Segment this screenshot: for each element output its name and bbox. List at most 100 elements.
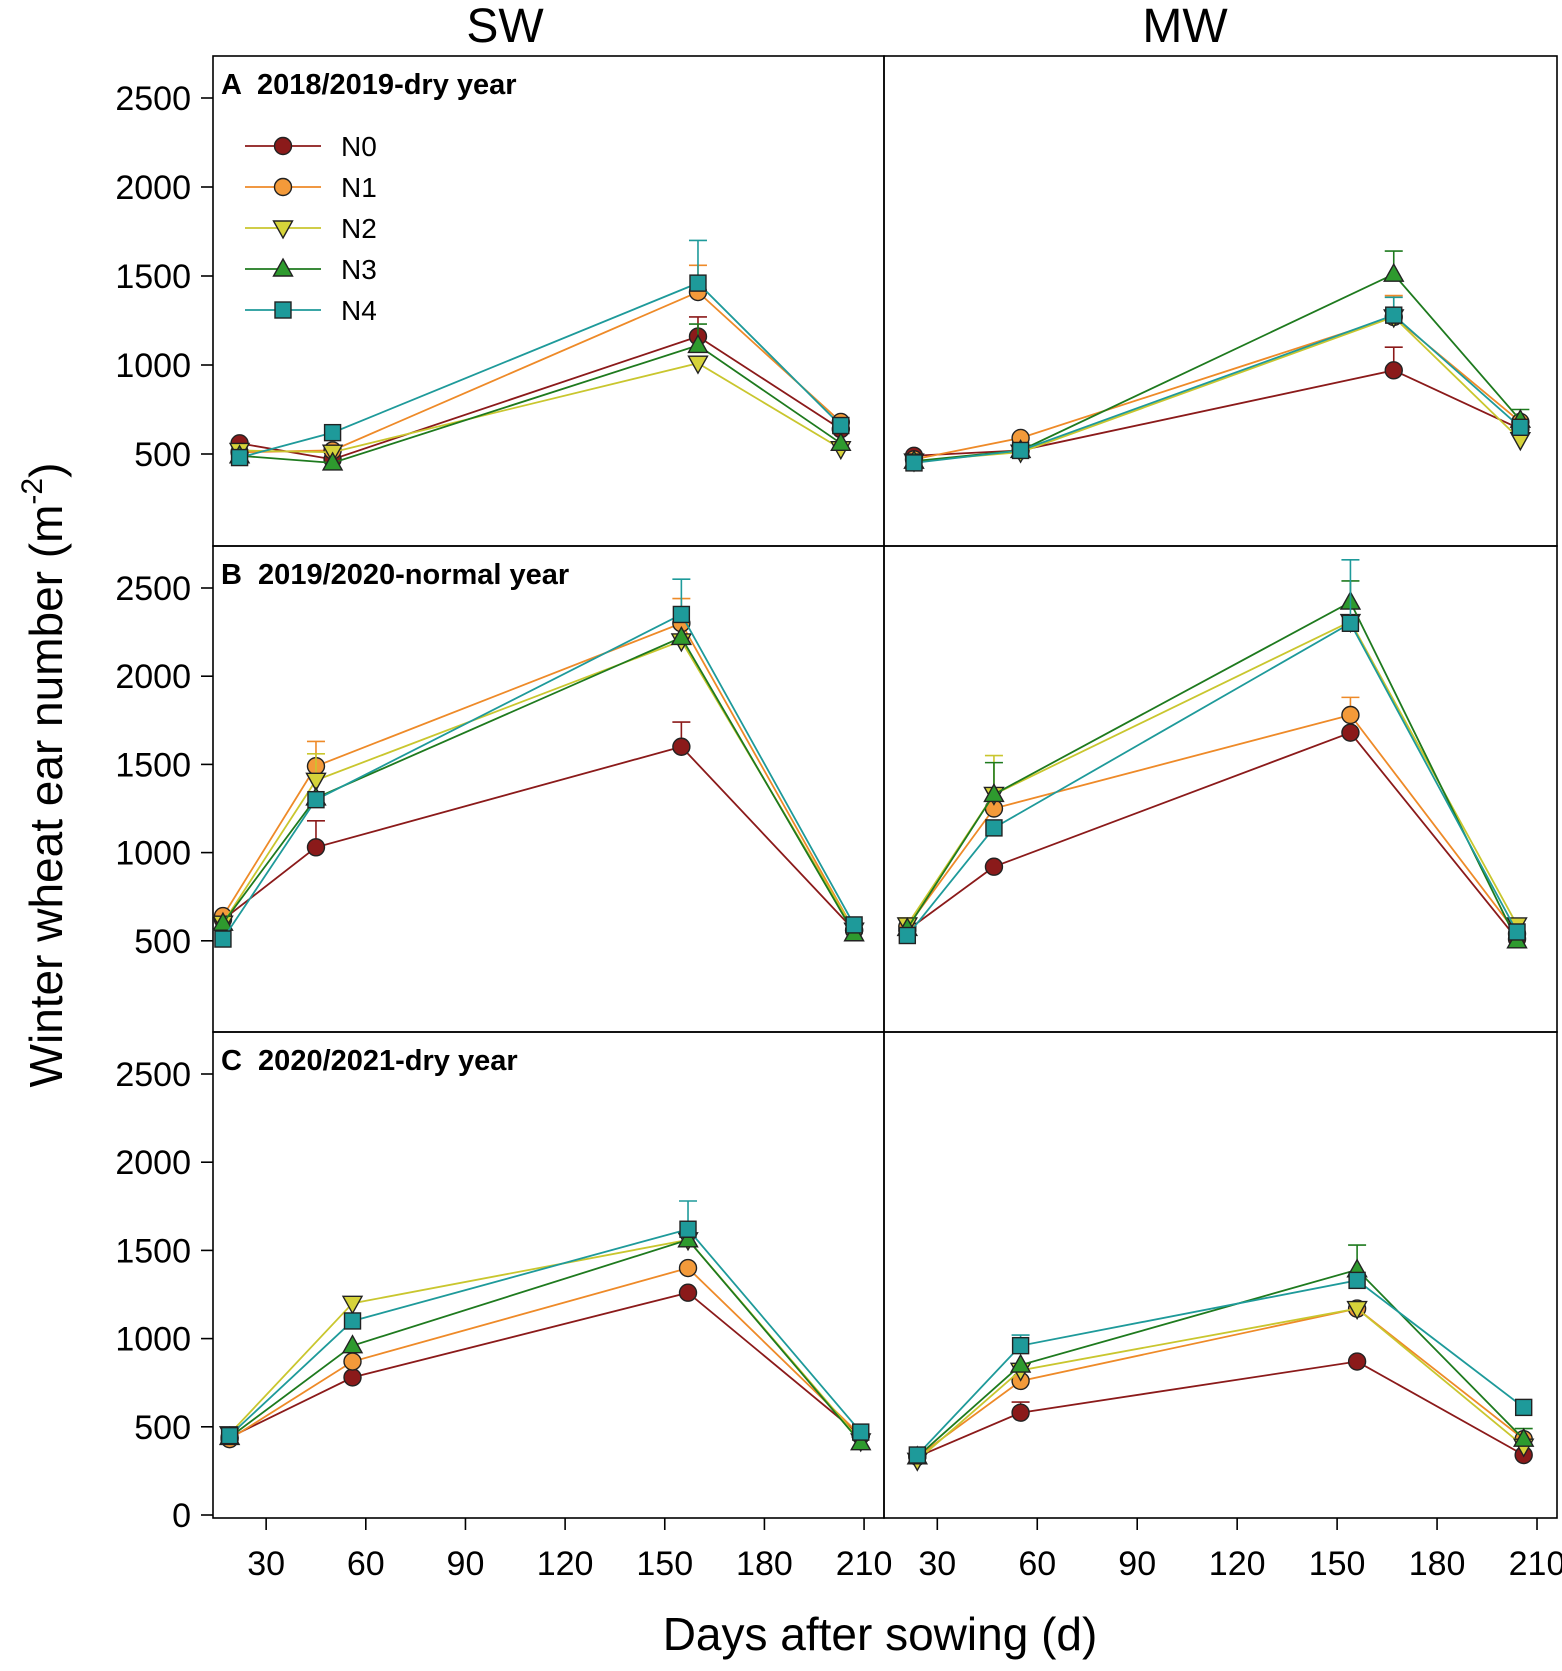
x-tick-label: 30 [918, 1545, 956, 1583]
legend-label: N2 [341, 213, 377, 244]
y-axis-title-group: Winter wheat ear number (m-2) [16, 463, 72, 1088]
point-N4 [672, 605, 691, 624]
series-N2 [228, 355, 852, 464]
point-N4 [1511, 418, 1530, 436]
series-N4 [220, 1200, 870, 1445]
panel-0-1 [883, 55, 1558, 547]
point-N4 [230, 448, 249, 467]
point-N0 [672, 737, 691, 756]
point-N4 [323, 423, 342, 442]
series-N4 [905, 296, 1530, 472]
point-N0 [678, 1283, 698, 1302]
series-line-N4 [913, 314, 1521, 464]
series-line-N1 [913, 315, 1521, 461]
point-N3 [341, 1334, 364, 1354]
y-tick-label: 500 [134, 436, 191, 474]
x-tick-label: 90 [447, 1545, 485, 1583]
x-tick-label: 210 [1509, 1545, 1562, 1583]
legend-label: N3 [341, 254, 377, 285]
series-line-N3 [913, 273, 1522, 463]
point-N3 [1512, 1427, 1535, 1447]
series-N4 [214, 578, 863, 948]
point-N4 [689, 274, 707, 292]
panel-frame-4 [212, 1031, 885, 1519]
point-N4 [985, 819, 1003, 837]
series-line-N4 [239, 282, 842, 459]
point-N4 [898, 926, 917, 945]
x-tick-label: 60 [347, 1545, 385, 1583]
y-tick-label: 2000 [115, 169, 191, 207]
y-tick-label: 0 [172, 1497, 191, 1535]
x-tick-label: 60 [1018, 1545, 1056, 1583]
series-line-N2 [916, 1307, 1525, 1461]
point-N3 [830, 431, 852, 452]
series-N1 [230, 264, 851, 462]
series-line-N3 [916, 1268, 1525, 1458]
point-N4 [679, 1220, 697, 1238]
series-line-N3 [222, 636, 855, 935]
series-line-N1 [906, 713, 1518, 935]
y-tick-label: 1500 [115, 746, 191, 784]
series-N0 [904, 346, 1530, 465]
point-N4 [905, 454, 923, 472]
point-N0 [984, 857, 1004, 876]
y-tick-label: 1000 [115, 835, 191, 873]
point-N3 [1383, 262, 1405, 282]
point-N4 [1348, 1271, 1366, 1290]
legend-marker [273, 177, 293, 197]
series-line-N1 [222, 622, 855, 931]
point-N4 [307, 790, 325, 809]
legend-item-N1: N1 [245, 172, 377, 203]
panel-title-1: B 2019/2020-normal year [221, 559, 569, 591]
point-N4 [1385, 306, 1403, 324]
y-tick-label: 1500 [115, 1232, 191, 1270]
point-N3 [1009, 1353, 1032, 1373]
series-N2 [218, 1232, 872, 1453]
series-line-N0 [913, 369, 1521, 457]
panel-2-0: 0 500 1000 1500 2000 2500 30 60 90 120 150 180 210 C … [115, 1031, 892, 1583]
point-N4 [908, 1446, 927, 1464]
x-tick-label: 150 [636, 1545, 693, 1583]
panel-1-0: 500 1000 1500 2000 2500 B 2019/2020-normal ye… [115, 545, 885, 1033]
y-tick-label: 2000 [115, 1144, 191, 1182]
y-tick-label: 500 [134, 1409, 191, 1447]
y-tick-label: 1000 [115, 1321, 191, 1359]
point-N3 [321, 451, 344, 471]
y-axis-title-close: ) [20, 463, 72, 478]
series-line-N4 [222, 613, 855, 940]
y-tick-label: 2500 [115, 570, 191, 608]
series-N4 [908, 1271, 1533, 1464]
y-tick-label: 2500 [115, 1056, 191, 1094]
y-tick-label: 1500 [115, 258, 191, 296]
x-tick-label: 180 [1409, 1545, 1466, 1583]
point-N4 [852, 1423, 870, 1441]
point-N4 [1341, 614, 1360, 632]
x-tick-label: 120 [1209, 1545, 1266, 1583]
panel-frame-1 [883, 55, 1558, 547]
y-tick-label: 1000 [115, 347, 191, 385]
point-N3 [850, 1431, 872, 1451]
point-N0 [1011, 1403, 1030, 1422]
series-line-N3 [906, 600, 1518, 942]
x-tick-label: 30 [247, 1545, 285, 1583]
point-N1 [678, 1258, 698, 1278]
series-N3 [212, 625, 865, 942]
series-line-N3 [229, 1238, 862, 1444]
series-N3 [903, 250, 1532, 469]
legend-label: N4 [341, 295, 377, 326]
panel-title-2: C 2020/2021-dry year [221, 1045, 518, 1077]
series-N0 [898, 723, 1527, 949]
point-N3 [687, 333, 709, 354]
point-N2 [687, 355, 709, 375]
point-N4 [845, 916, 863, 934]
series-line-N0 [222, 745, 855, 931]
series-line-N1 [916, 1307, 1525, 1458]
series-N4 [230, 239, 850, 467]
series-line-N2 [239, 362, 842, 454]
column-title-mw: MW [1142, 0, 1228, 53]
point-N4 [832, 416, 850, 435]
legend-label: N0 [341, 131, 377, 162]
point-N0 [343, 1368, 362, 1387]
point-N3 [670, 625, 693, 646]
